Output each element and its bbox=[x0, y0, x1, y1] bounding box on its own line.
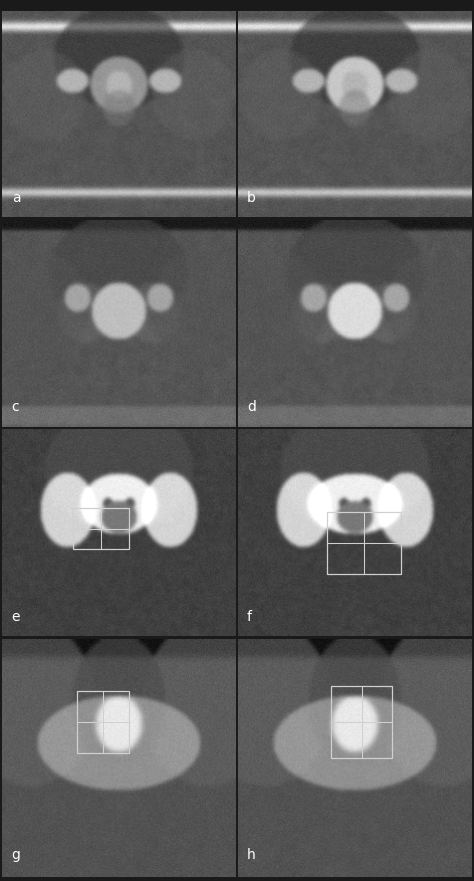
Text: a: a bbox=[12, 191, 20, 205]
Bar bbox=[327, 512, 401, 574]
Text: c: c bbox=[12, 400, 19, 414]
Text: g: g bbox=[12, 848, 20, 862]
Bar bbox=[77, 691, 128, 753]
Text: f: f bbox=[247, 610, 252, 624]
Bar bbox=[331, 686, 392, 758]
Text: h: h bbox=[247, 848, 256, 862]
Bar bbox=[73, 508, 128, 550]
Text: d: d bbox=[247, 400, 256, 414]
Text: e: e bbox=[12, 610, 20, 624]
Text: b: b bbox=[247, 191, 256, 205]
